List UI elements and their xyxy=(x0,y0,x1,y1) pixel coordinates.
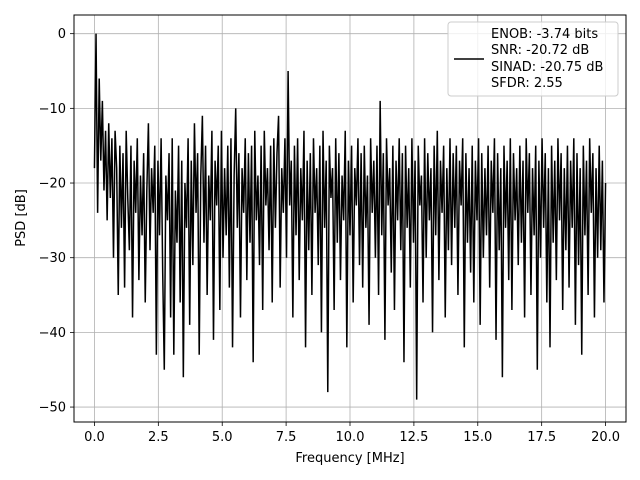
legend: ENOB: -3.74 bits SNR: -20.72 dB SINAD: -… xyxy=(447,21,619,97)
legend-entry-enob: ENOB: -3.74 bits xyxy=(491,27,598,42)
y-tick-label: 0 xyxy=(58,27,66,42)
x-axis-label: Frequency [MHz] xyxy=(295,451,404,466)
y-axis-ticks: 0 −10 −20 −30 −40 −50 xyxy=(39,27,74,416)
y-axis-label: PSD [dB] xyxy=(14,189,29,247)
x-tick-label: 20.0 xyxy=(591,430,620,445)
legend-entry-snr: SNR: -20.72 dB xyxy=(491,43,589,58)
y-tick-label: −40 xyxy=(39,326,66,341)
y-tick-label: −50 xyxy=(39,401,66,416)
x-tick-label: 17.5 xyxy=(527,430,556,445)
x-tick-label: 5.0 xyxy=(212,430,233,445)
y-tick-label: −30 xyxy=(39,251,66,266)
psd-series-line xyxy=(93,33,607,400)
y-tick-label: −10 xyxy=(39,102,66,117)
x-tick-label: 2.5 xyxy=(148,430,169,445)
x-tick-label: 15.0 xyxy=(463,430,492,445)
legend-entry-sinad: SINAD: -20.75 dB xyxy=(491,60,603,75)
x-axis-ticks: 0.0 2.5 5.0 7.5 10.0 12.5 15.0 17.5 20.0 xyxy=(84,422,620,445)
legend-box xyxy=(447,21,619,97)
legend-entry-sfdr: SFDR: 2.55 xyxy=(491,76,563,91)
x-tick-label: 7.5 xyxy=(276,430,297,445)
x-tick-label: 0.0 xyxy=(84,430,105,445)
y-tick-label: −20 xyxy=(39,177,66,192)
x-tick-label: 12.5 xyxy=(399,430,428,445)
x-tick-label: 10.0 xyxy=(336,430,365,445)
